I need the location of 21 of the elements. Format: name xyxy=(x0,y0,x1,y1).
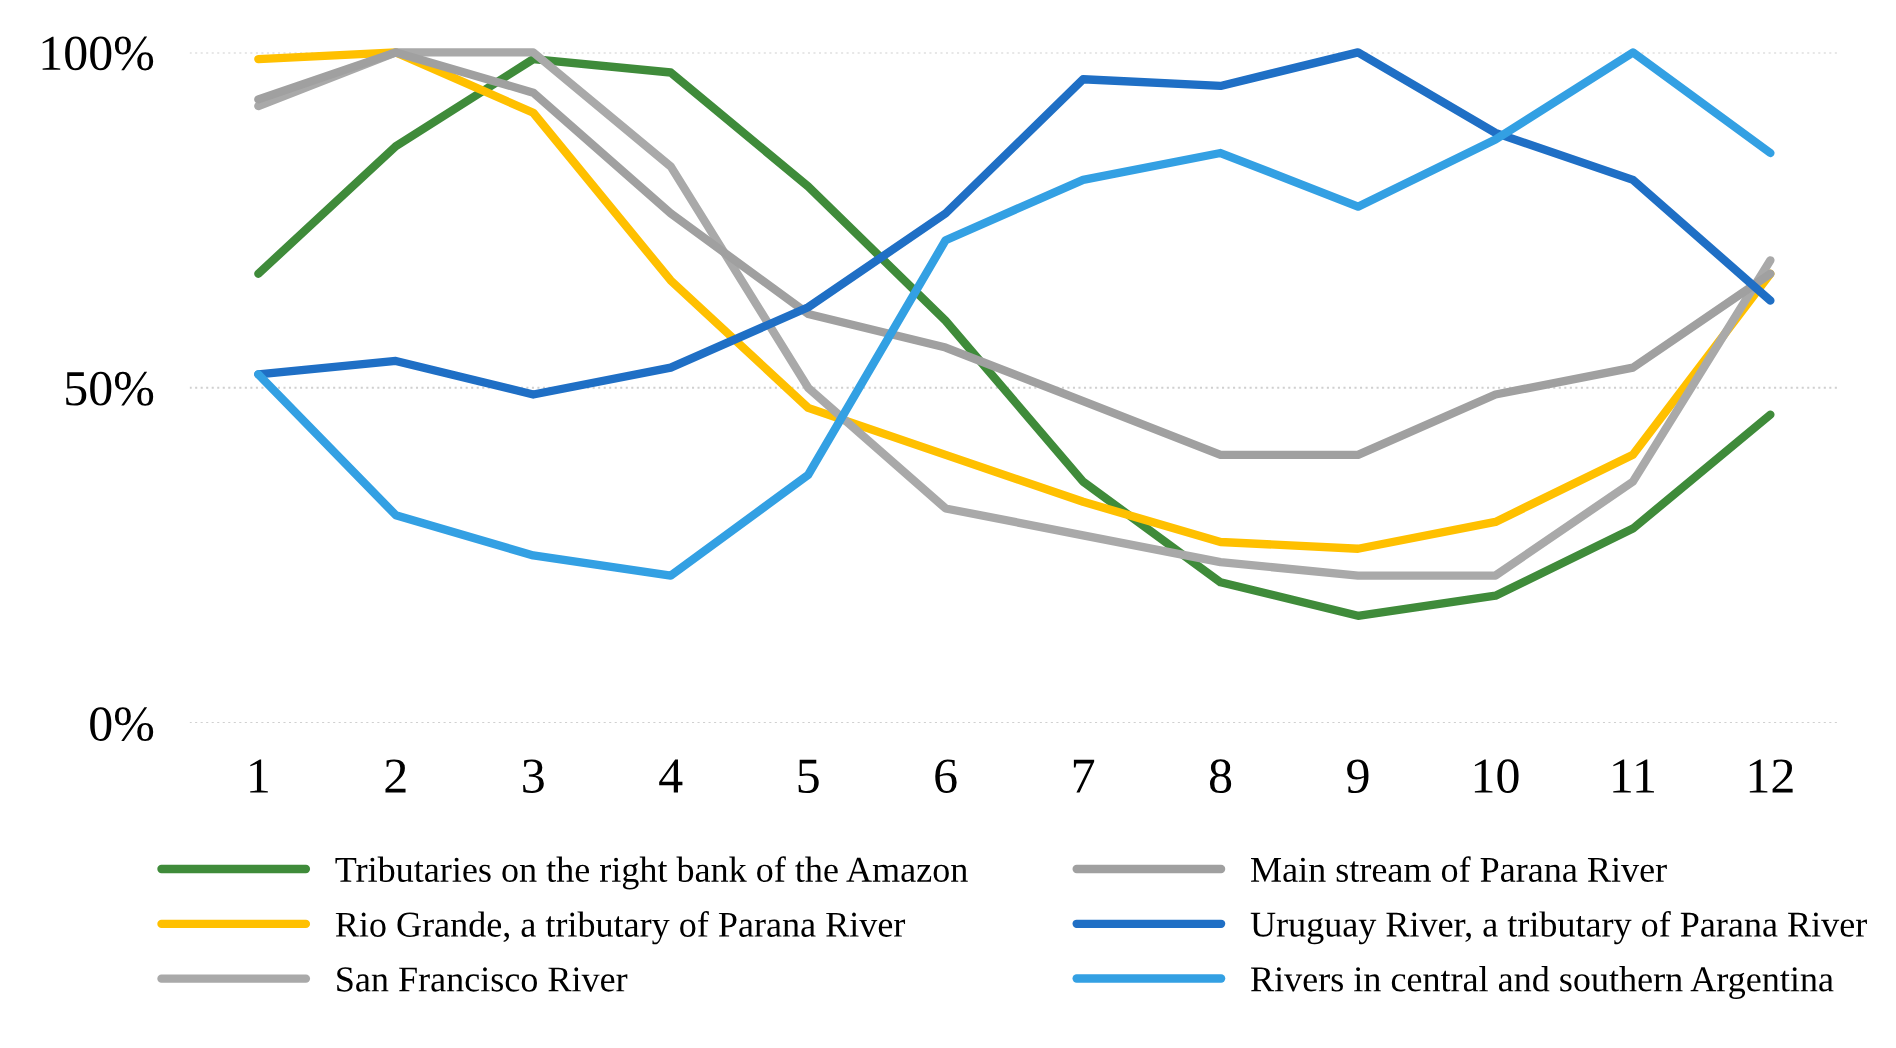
x-tick-label: 2 xyxy=(385,759,406,793)
legend-label: Main stream of Parana River xyxy=(1251,856,1667,883)
x-tick-label: 9 xyxy=(1347,759,1369,794)
legend-label: Rivers in central and southern Argentina xyxy=(1251,966,1834,999)
y-tick-label: 0% xyxy=(90,707,154,742)
x-tick-label: 1 xyxy=(250,759,268,793)
x-tick-label: 10 xyxy=(1474,759,1519,794)
legend-label: Tributaries on the right bank of the Amazon xyxy=(335,856,968,890)
legend-label: Uruguay River, a tributary of Parana River xyxy=(1250,911,1867,945)
legend-label: San Francisco River xyxy=(337,967,628,992)
x-tick-label: 12 xyxy=(1749,759,1793,793)
y-tick-label: 50% xyxy=(66,371,154,406)
x-tick-label: 7 xyxy=(1073,759,1095,793)
x-tick-label: 8 xyxy=(1209,759,1232,794)
x-tick-label: 3 xyxy=(523,759,544,794)
x-tick-label: 11 xyxy=(1613,759,1654,793)
x-tick-label: 5 xyxy=(798,759,819,794)
legend-label: Rio Grande, a tributary of Parana River xyxy=(335,911,906,945)
x-tick-label: 4 xyxy=(659,759,683,793)
y-tick-label: 100% xyxy=(42,36,154,71)
x-tick-label: 6 xyxy=(935,759,957,794)
